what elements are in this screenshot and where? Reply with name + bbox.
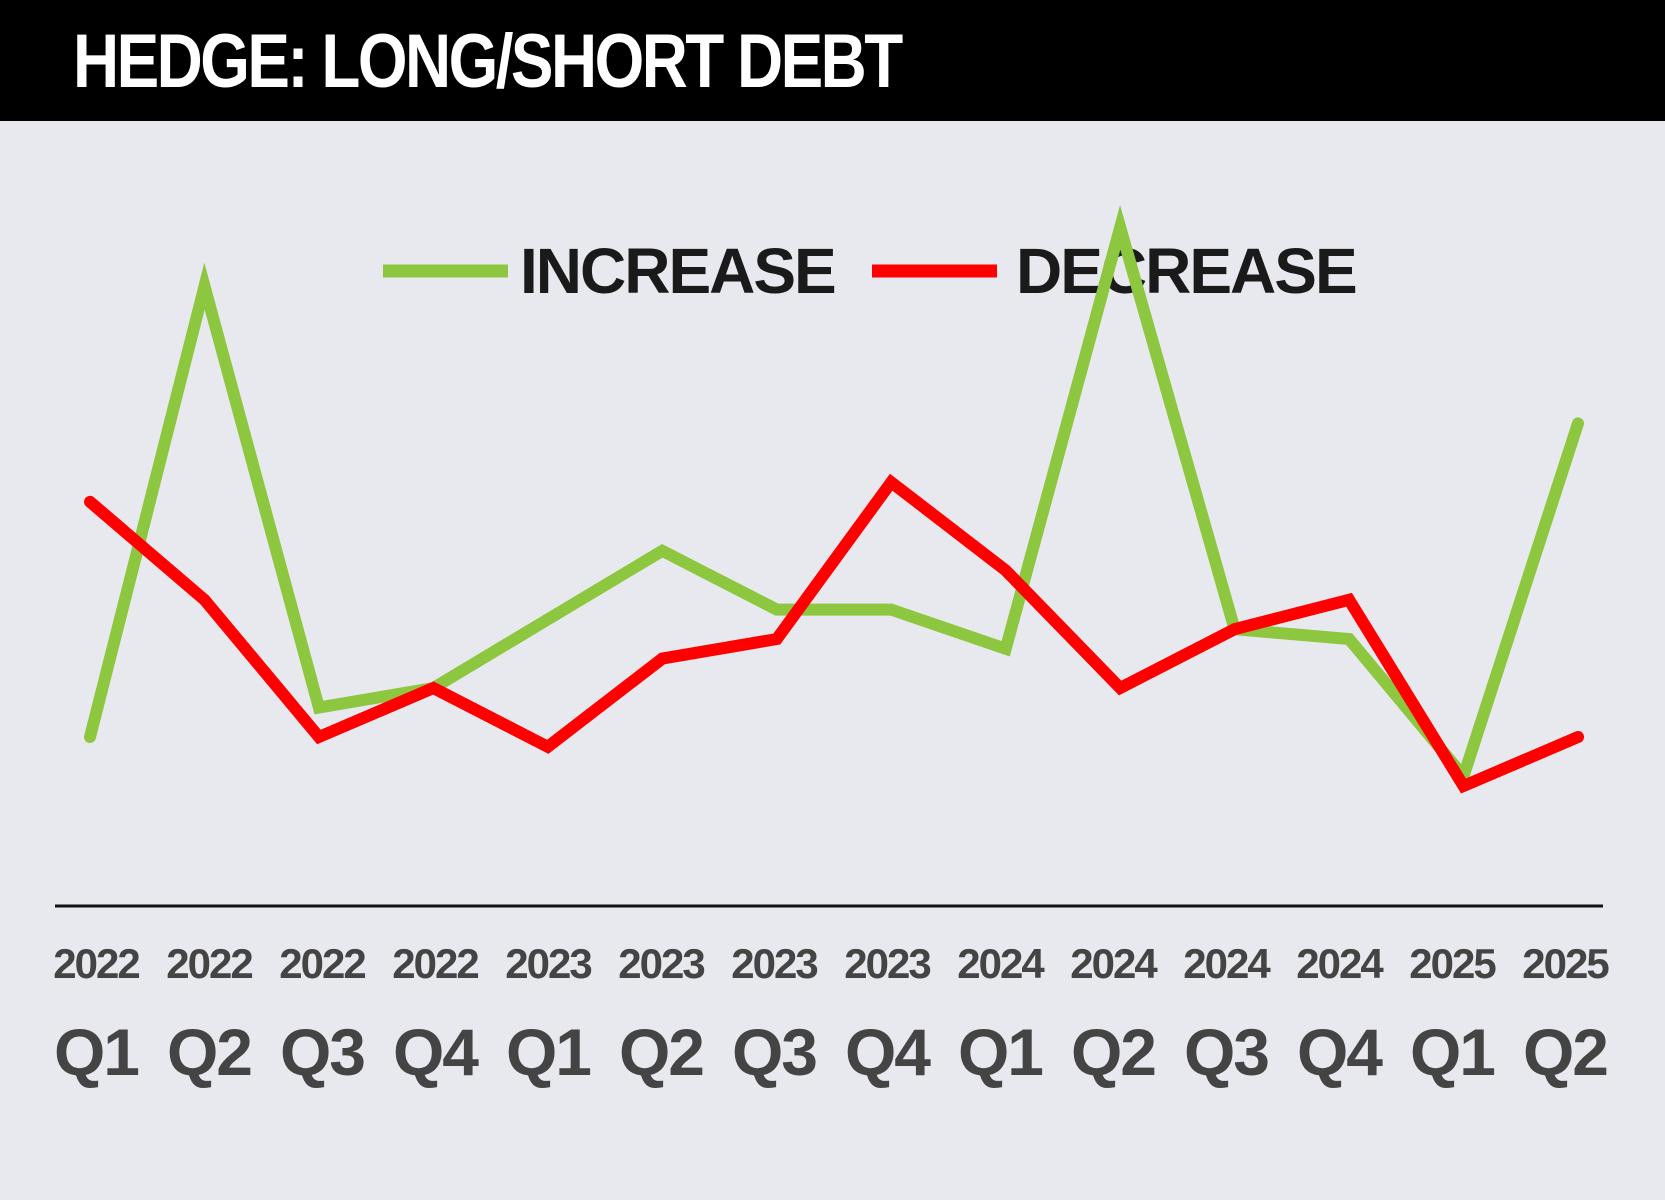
data-point-decrease-1: [204, 599, 205, 601]
chart-legend: INCREASE DECREASE: [383, 235, 1358, 307]
data-point-decrease-2: [318, 736, 320, 738]
x-tick-quarter-4: Q1: [506, 1015, 590, 1089]
chart-title: HEDGE: LONG/SHORT DEBT: [73, 19, 903, 104]
data-point-decrease-13: [1577, 736, 1579, 738]
plot-area: [84, 205, 1584, 794]
x-tick-quarter-1: Q2: [167, 1015, 251, 1089]
data-point-increase-6: [776, 609, 778, 611]
x-tick-year-6: 2023: [731, 940, 817, 987]
data-point-decrease-9: [1119, 687, 1121, 689]
x-tick-quarter-9: Q2: [1071, 1015, 1155, 1089]
x-tick-year-2: 2022: [279, 940, 365, 987]
data-point-increase-4: [547, 618, 549, 620]
data-point-increase-13: [1577, 422, 1579, 424]
data-point-increase-5: [661, 550, 663, 552]
data-point-increase-8: [1005, 648, 1007, 650]
data-point-increase-1: [204, 285, 205, 287]
x-tick-quarter-12: Q1: [1410, 1015, 1494, 1089]
data-point-increase-9: [1119, 226, 1121, 228]
title-bar: HEDGE: LONG/SHORT DEBT: [0, 0, 1665, 121]
x-tick-quarter-13: Q2: [1523, 1015, 1607, 1089]
legend-label-increase: INCREASE: [520, 235, 835, 307]
data-point-decrease-10: [1234, 628, 1236, 630]
x-tick-year-10: 2024: [1183, 940, 1271, 987]
x-tick-quarter-7: Q4: [845, 1015, 931, 1089]
data-point-decrease-4: [547, 746, 549, 748]
data-point-decrease-6: [776, 638, 778, 640]
x-tick-year-1: 2022: [166, 940, 252, 987]
x-tick-quarter-8: Q1: [958, 1015, 1042, 1089]
x-tick-quarter-2: Q3: [280, 1015, 364, 1089]
x-tick-year-11: 2024: [1296, 940, 1384, 987]
data-point-increase-2: [318, 707, 320, 709]
x-tick-year-5: 2023: [618, 940, 704, 987]
series-line-increase: [84, 205, 1584, 789]
data-point-decrease-3: [432, 687, 434, 689]
data-point-decrease-8: [1005, 569, 1007, 571]
x-tick-year-12: 2025: [1409, 940, 1496, 987]
data-point-increase-11: [1348, 638, 1350, 640]
x-tick-year-0: 2022: [53, 940, 139, 987]
data-point-decrease-11: [1348, 599, 1350, 601]
data-point-increase-0: [89, 736, 91, 738]
x-tick-quarter-10: Q3: [1184, 1015, 1268, 1089]
x-tick-quarter-0: Q1: [54, 1015, 138, 1089]
series-line-decrease: [84, 473, 1584, 794]
x-tick-year-8: 2024: [957, 940, 1045, 987]
x-tick-quarter-6: Q3: [732, 1015, 816, 1089]
data-point-decrease-12: [1463, 785, 1464, 787]
x-tick-quarter-5: Q2: [619, 1015, 703, 1089]
x-tick-quarter-11: Q4: [1297, 1015, 1383, 1089]
x-tick-year-3: 2022: [392, 940, 478, 987]
data-point-increase-7: [890, 609, 892, 611]
data-point-decrease-7: [890, 481, 892, 483]
x-tick-year-4: 2023: [505, 940, 591, 987]
legend-label-decrease: DECREASE: [1016, 235, 1356, 307]
x-tick-year-7: 2023: [844, 940, 930, 987]
x-axis-tick-labels: 2022 Q1 2022 Q2 2022 Q3 2022 Q4 2023 Q1 2023 Q2 2023…: [53, 940, 1611, 1089]
data-point-decrease-0: [89, 501, 91, 503]
x-tick-year-13: 2025: [1522, 940, 1609, 987]
data-point-decrease-5: [661, 658, 663, 660]
x-tick-quarter-3: Q4: [393, 1015, 479, 1089]
x-tick-year-9: 2024: [1070, 940, 1158, 987]
